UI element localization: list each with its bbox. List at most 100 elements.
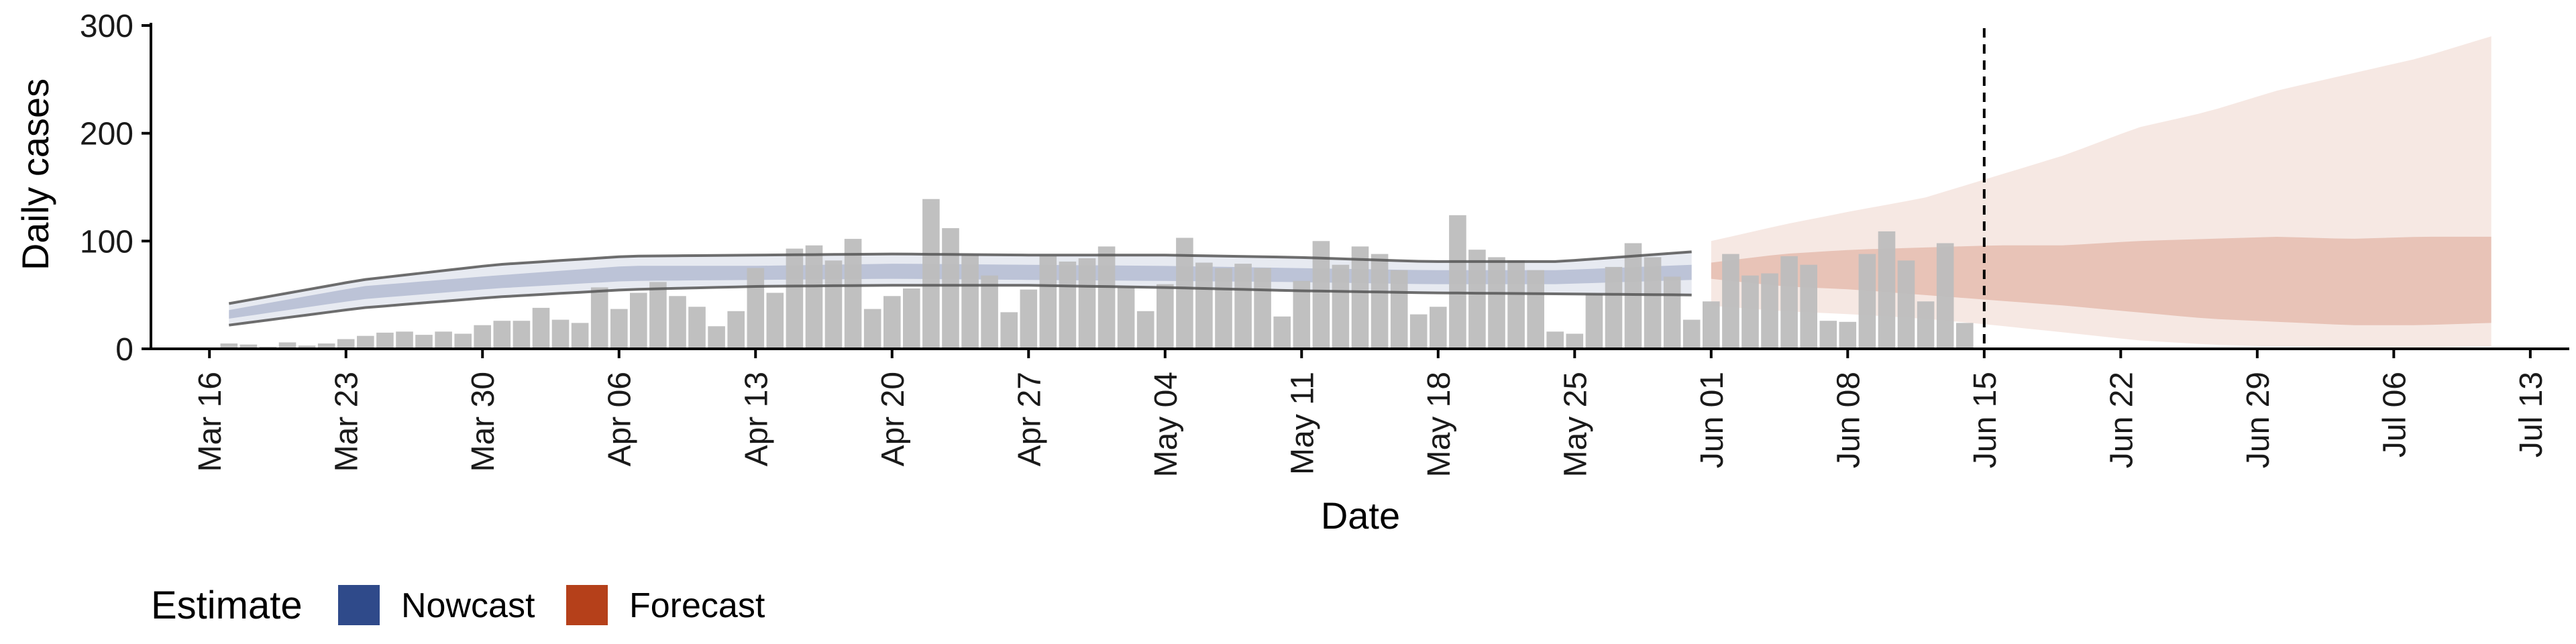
case-bar — [1039, 256, 1057, 349]
y-tick-label: 100 — [80, 224, 133, 260]
y-axis-title: Daily cases — [14, 78, 56, 270]
case-bar — [1097, 246, 1116, 349]
case-bar — [747, 268, 765, 349]
case-bar — [766, 292, 784, 349]
case-bar — [1488, 257, 1505, 349]
case-bar — [844, 239, 862, 349]
case-bar — [1780, 256, 1798, 349]
x-tick-label: May 18 — [1421, 372, 1457, 477]
case-bar — [1663, 276, 1681, 349]
case-bar — [1059, 261, 1077, 349]
case-bar — [551, 319, 570, 349]
case-bar — [1839, 321, 1857, 349]
case-bar — [1430, 307, 1447, 349]
case-bar — [1351, 246, 1369, 349]
case-bar — [1761, 273, 1778, 349]
case-bar — [1624, 243, 1642, 349]
case-bar — [1390, 270, 1408, 349]
case-bar — [1020, 289, 1038, 349]
legend: Estimate Nowcast Forecast — [151, 584, 765, 627]
legend-label-nowcast: Nowcast — [401, 586, 535, 625]
x-tick-label: Apr 20 — [875, 372, 911, 466]
case-bar — [220, 343, 238, 349]
x-tick-label: Jun 29 — [2241, 372, 2276, 468]
case-bar — [1468, 250, 1486, 349]
case-bar — [883, 296, 901, 349]
y-tick-label: 300 — [80, 9, 133, 44]
x-tick-label: Jun 08 — [1831, 372, 1866, 468]
case-bar — [1644, 257, 1662, 349]
x-tick-label: Jun 22 — [2104, 372, 2139, 468]
case-bar — [805, 245, 823, 349]
case-bar — [903, 288, 920, 349]
case-bar — [1897, 260, 1915, 349]
case-bar — [239, 344, 258, 349]
x-tick-label: Jul 13 — [2514, 372, 2549, 458]
case-bar — [786, 248, 804, 349]
case-bar — [863, 309, 881, 349]
case-bar — [708, 326, 725, 349]
case-bar — [1449, 215, 1466, 349]
case-bar — [1234, 264, 1252, 349]
forecast-inner-band — [1711, 236, 2491, 325]
x-tick-label: May 25 — [1558, 372, 1593, 477]
case-bar — [1527, 270, 1544, 349]
case-bar — [1273, 316, 1291, 349]
case-bar — [824, 260, 843, 349]
x-tick-label: Jun 01 — [1695, 372, 1730, 468]
x-tick-label: Jun 15 — [1968, 372, 2003, 468]
case-bar — [298, 345, 316, 349]
x-tick-label: Apr 06 — [602, 372, 638, 466]
case-bar — [1605, 266, 1623, 349]
x-tick-label: Mar 16 — [193, 372, 228, 472]
case-bar — [1956, 323, 1974, 349]
case-bar — [415, 335, 433, 349]
case-bar — [1117, 287, 1135, 349]
x-tick-label: Jul 06 — [2377, 372, 2412, 458]
case-bar — [1878, 231, 1896, 349]
case-bar — [610, 309, 628, 349]
case-bar — [357, 335, 374, 349]
x-tick-label: Apr 27 — [1012, 372, 1047, 466]
nowcast-lower-line — [229, 284, 1692, 327]
case-bar — [1936, 243, 1954, 349]
case-bar — [1819, 321, 1837, 349]
case-bar — [961, 255, 979, 349]
case-bar — [317, 343, 335, 349]
case-bar — [1917, 301, 1935, 349]
case-bar — [278, 342, 297, 349]
case-bar — [1585, 294, 1603, 349]
case-bar — [376, 332, 394, 349]
case-bar — [1858, 254, 1876, 349]
case-bar — [669, 296, 686, 349]
case-bar — [1800, 264, 1817, 349]
x-tick-label: Mar 30 — [466, 372, 501, 472]
case-bar — [649, 282, 667, 349]
case-bar — [1566, 333, 1584, 349]
case-bar — [1332, 264, 1350, 349]
case-bar — [1078, 258, 1096, 349]
legend-swatch-forecast — [566, 585, 608, 625]
y-axis-ticks: 0 100 200 300 — [80, 9, 151, 368]
legend-swatch-nowcast — [338, 585, 380, 625]
case-bar — [454, 333, 472, 349]
case-bar — [1293, 280, 1311, 349]
case-bar — [590, 287, 608, 349]
case-bar — [1507, 260, 1525, 349]
case-bar — [981, 275, 998, 349]
legend-label-forecast: Forecast — [629, 586, 765, 625]
case-bar — [942, 228, 959, 349]
case-bar — [1136, 311, 1155, 349]
case-bar — [922, 199, 940, 349]
case-bar — [1682, 319, 1701, 349]
axes — [150, 23, 2569, 350]
case-bar — [1409, 314, 1428, 349]
case-bar — [474, 325, 491, 349]
daily-case-bars — [220, 199, 1974, 349]
case-bar — [493, 321, 511, 349]
case-bar — [1741, 275, 1759, 349]
case-bar — [337, 339, 355, 349]
x-tick-label: May 11 — [1285, 372, 1320, 475]
case-bar — [532, 307, 550, 349]
